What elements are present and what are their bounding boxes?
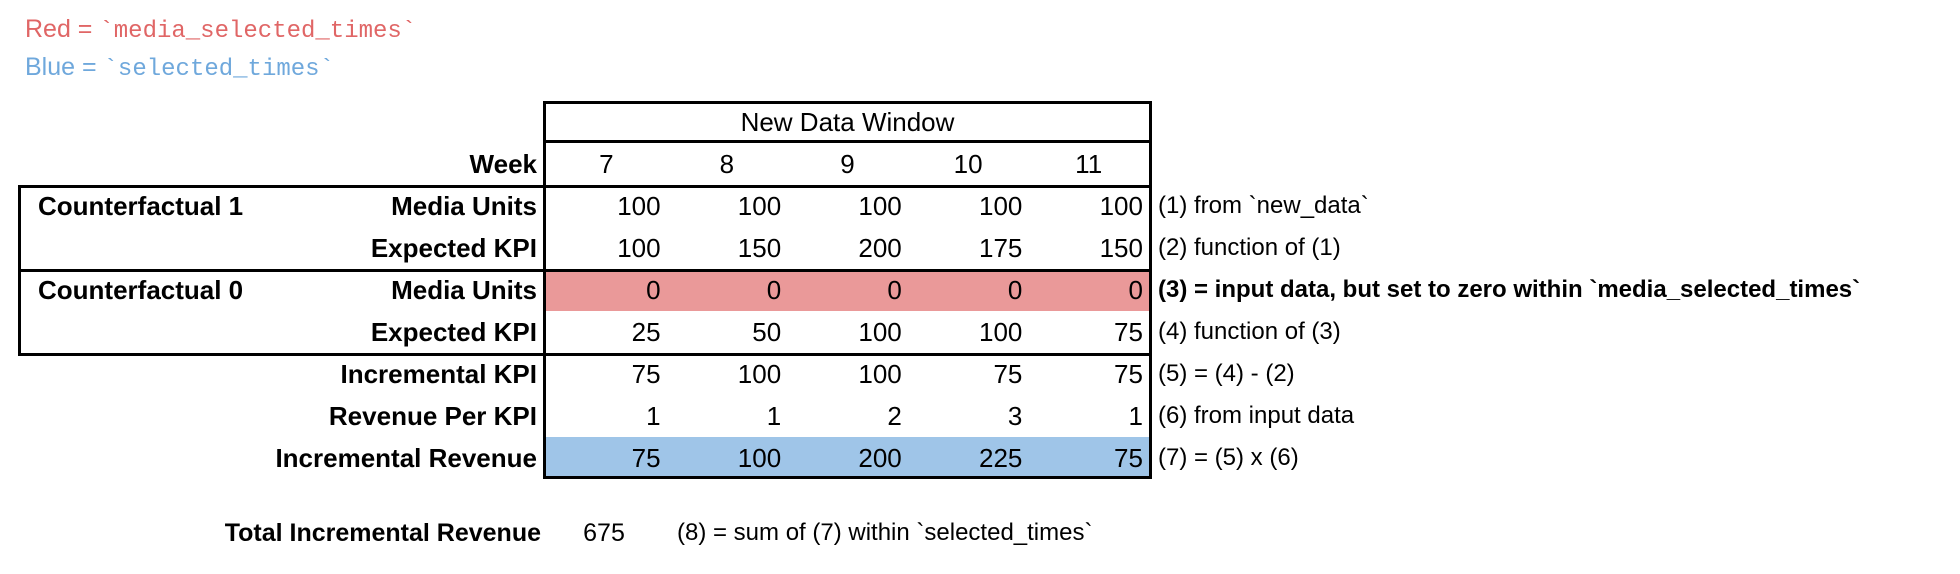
row-note: (5) = (4) - (2)	[1158, 360, 1295, 387]
table-row: 100 150 200 175 150	[546, 227, 1149, 269]
row-label: Incremental Revenue	[275, 443, 537, 473]
row-note: (3) = input data, but set to zero within…	[1158, 276, 1861, 303]
table-border-line	[543, 140, 1152, 143]
row-label: Media Units	[391, 275, 537, 305]
value-cell: 100	[737, 191, 782, 221]
value-cell: 175	[978, 233, 1023, 263]
total-note: (8) = sum of (7) within `selected_times`	[677, 519, 1093, 546]
table-row: 1 1 2 3 1	[546, 395, 1149, 437]
week-cell: 10	[953, 149, 983, 179]
value-cell: 100	[1099, 191, 1143, 221]
value-cell: 150	[737, 233, 782, 263]
value-cell: 75	[631, 443, 661, 473]
value-cell: 100	[978, 191, 1023, 221]
media-selected-times-highlight	[543, 269, 1152, 311]
value-cell: 75	[993, 359, 1023, 389]
row-label: Media Units	[391, 191, 537, 221]
value-cell: 0	[887, 275, 902, 305]
value-cell: 25	[631, 317, 661, 347]
value-cell: 100	[737, 359, 782, 389]
table-border-line	[18, 185, 1152, 188]
group-label-counterfactual-1: Counterfactual 1	[38, 191, 244, 221]
value-cell: 100	[978, 317, 1023, 347]
value-cell: 100	[737, 443, 782, 473]
row-note: (6) from input data	[1158, 402, 1355, 429]
row-label: Revenue Per KPI	[328, 401, 537, 431]
week-cell: 7	[599, 149, 614, 179]
value-cell: 200	[858, 233, 902, 263]
value-cell: 1	[1128, 401, 1143, 431]
selected-times-highlight	[543, 437, 1152, 476]
value-cell: 75	[1114, 359, 1143, 389]
week-row: 7 8 9 10 11	[546, 143, 1149, 185]
total-incremental-revenue-value: 675	[583, 519, 625, 547]
row-label: Expected KPI	[370, 233, 537, 263]
table-border-line	[543, 101, 546, 479]
table-border-line	[1149, 101, 1152, 479]
row-note: (4) function of (3)	[1158, 318, 1341, 345]
legend-blue: Blue = `selected_times`	[25, 50, 334, 87]
value-cell: 3	[1007, 401, 1023, 431]
row-note: (1) from `new_data`	[1158, 192, 1369, 219]
legend-red-code: `media_selected_times`	[99, 18, 417, 45]
table-row: 75 100 100 75 75	[546, 353, 1149, 395]
table-row: 0 0 0 0 0	[546, 269, 1149, 311]
legend-red: Red = `media_selected_times`	[25, 12, 416, 49]
value-cell: 75	[631, 359, 661, 389]
value-cell: 0	[646, 275, 661, 305]
value-cell: 200	[858, 443, 902, 473]
table-border-line	[18, 269, 1152, 272]
value-cell: 0	[1007, 275, 1023, 305]
value-cell: 0	[766, 275, 782, 305]
legend-red-label: Red =	[25, 15, 100, 43]
value-cell: 225	[978, 443, 1023, 473]
week-cell: 11	[1075, 149, 1103, 179]
value-cell: 100	[858, 359, 902, 389]
value-cell: 100	[617, 191, 661, 221]
value-cell: 0	[1128, 275, 1143, 305]
table-border-line	[18, 185, 21, 356]
week-cell: 9	[840, 149, 855, 179]
table-row: 75 100 200 225 75	[546, 437, 1149, 479]
table-border-line	[543, 476, 1152, 479]
value-cell: 75	[1114, 317, 1143, 347]
row-note: (2) function of (1)	[1158, 234, 1341, 261]
table-row: 100 100 100 100 100	[546, 185, 1149, 227]
row-label: Expected KPI	[370, 317, 537, 347]
week-cell: 8	[719, 149, 735, 179]
total-incremental-revenue-label: Total Incremental Revenue	[224, 519, 541, 547]
table-header-title: New Data Window	[740, 107, 955, 137]
table-border-line	[18, 353, 1152, 356]
value-cell: 100	[858, 317, 902, 347]
row-label: Incremental KPI	[340, 359, 537, 389]
table-row: 25 50 100 100 75	[546, 311, 1149, 353]
value-cell: 150	[1099, 233, 1143, 263]
value-cell: 1	[646, 401, 661, 431]
legend-blue-label: Blue =	[25, 53, 104, 81]
value-cell: 100	[617, 233, 661, 263]
value-cell: 1	[766, 401, 782, 431]
value-cell: 100	[858, 191, 902, 221]
table-border-line	[543, 101, 1152, 104]
value-cell: 2	[887, 401, 902, 431]
value-cell: 50	[752, 317, 782, 347]
value-cell: 75	[1114, 443, 1143, 473]
row-note: (7) = (5) x (6)	[1158, 444, 1299, 471]
group-label-counterfactual-0: Counterfactual 0	[38, 275, 244, 305]
week-label: Week	[469, 149, 537, 179]
legend-blue-code: `selected_times`	[103, 56, 334, 83]
